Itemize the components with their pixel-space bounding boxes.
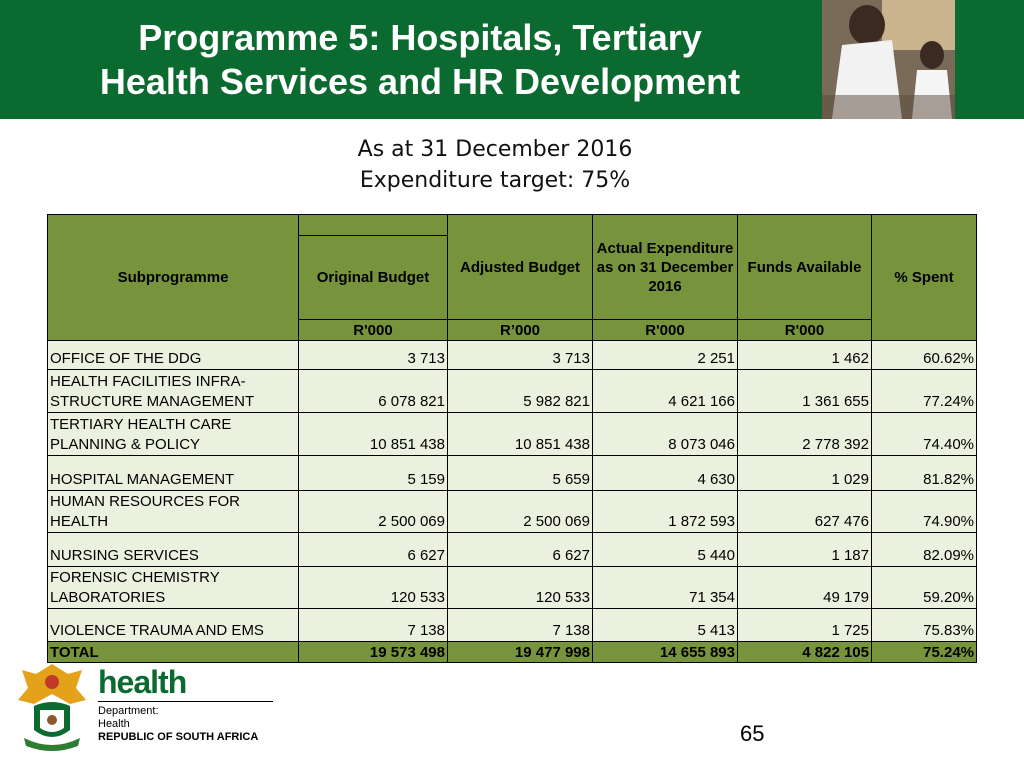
table-cell: R'000	[592, 319, 738, 341]
table-cell: OFFICE OF THE DDG	[47, 340, 299, 370]
table-row: HUMAN RESOURCES FOR HEALTH 2 500 069 2 500…	[47, 490, 977, 533]
page-number: 65	[740, 721, 765, 746]
table-row: NURSING SERVICES 6 627 6 627 5 440 1 187 82.0…	[47, 532, 977, 567]
table-row: HOSPITAL MANAGEMENT 5 159 5 659 4 630 1 029 8…	[47, 455, 977, 491]
table-cell: HEALTH FACILITIES INFRA-STRUCTURE MANAGE…	[47, 369, 299, 413]
table-cell: HOSPITAL MANAGEMENT	[47, 455, 299, 491]
table-cell: R'000	[298, 319, 448, 341]
table-cell: 1 872 593	[592, 490, 738, 533]
table-cell: 60.62%	[871, 340, 977, 370]
coat-of-arms	[18, 664, 86, 751]
header-photo	[822, 0, 955, 119]
table-cell: 7 138	[447, 608, 593, 642]
department-line: REPUBLIC OF SOUTH AFRICA	[98, 731, 259, 743]
title-line: Programme 5: Hospitals, Tertiary	[138, 17, 702, 58]
table-cell: Adjusted Budget	[447, 214, 593, 320]
table-cell: Funds Available	[737, 214, 872, 320]
table-cell: 1 361 655	[737, 369, 872, 413]
table-row: VIOLENCE TRAUMA AND EMS 7 138 7 138 5 413 1 …	[47, 608, 977, 642]
table-row: OFFICE OF THE DDG 3 713 3 713 2 251 1 462 60.…	[47, 340, 977, 370]
header-banner: Programme 5: Hospitals, Tertiary Health …	[0, 0, 1024, 119]
table-cell: 1 725	[737, 608, 872, 642]
table-cell: R'000	[737, 319, 872, 341]
table-cell: FORENSIC CHEMISTRY LABORATORIES	[47, 566, 299, 609]
table-cell: 74.90%	[871, 490, 977, 533]
table-cell: 49 179	[737, 566, 872, 609]
table-row: R'000 R’000 R'000 R'000	[48, 319, 977, 341]
table-cell: 5 440	[592, 532, 738, 567]
table-row: Original Budget	[48, 235, 977, 320]
department-line: Department:	[98, 705, 159, 717]
table-cell: 1 029	[737, 455, 872, 491]
subtitle: As at 31 December 2016	[357, 137, 633, 162]
table-cell: 2 500 069	[447, 490, 593, 533]
table-cell: % Spent	[871, 214, 977, 341]
table-cell: Subprogramme	[47, 214, 299, 341]
title-line: Health Services and HR Development	[99, 61, 741, 102]
table-cell	[298, 214, 448, 236]
brand-wordmark: health	[98, 664, 187, 700]
table-cell: 5 159	[298, 455, 448, 491]
table-cell: 75.83%	[871, 608, 977, 642]
table-cell: 4 822 105	[737, 641, 872, 663]
table-cell: TERTIARY HEALTH CARE PLANNING & POLICY	[47, 412, 299, 456]
table-cell: 8 073 046	[592, 412, 738, 456]
table-row: Subprogramme Adjusted Budget Actual Expend…	[47, 214, 977, 341]
table-cell: 4 630	[592, 455, 738, 491]
subtitle: Expenditure target: 75%	[359, 168, 631, 193]
table-cell: HUMAN RESOURCES FOR HEALTH	[47, 490, 299, 533]
table-cell: 120 533	[447, 566, 593, 609]
table-cell: 14 655 893	[592, 641, 738, 663]
table-cell: 59.20%	[871, 566, 977, 609]
table-cell: VIOLENCE TRAUMA AND EMS	[47, 608, 299, 642]
table-cell: 81.82%	[871, 455, 977, 491]
table-cell: 75.24%	[871, 641, 977, 663]
table-cell: 1 462	[737, 340, 872, 370]
table-row: TERTIARY HEALTH CARE PLANNING & POLICY 10…	[47, 412, 977, 456]
table-cell: 6 627	[447, 532, 593, 567]
budget-table: Subprogramme Adjusted Budget Actual Expend…	[47, 214, 977, 663]
table-cell: 71 354	[592, 566, 738, 609]
table-cell: 1 187	[737, 532, 872, 567]
table-cell: 77.24%	[871, 369, 977, 413]
table-cell: 120 533	[298, 566, 448, 609]
table-cell: 627 476	[737, 490, 872, 533]
table-cell: TOTAL	[47, 641, 299, 663]
table-cell: 5 982 821	[447, 369, 593, 413]
table-row: TOTAL 19 573 498 19 477 998 14 655 893 4 822…	[47, 641, 977, 663]
divider	[98, 701, 273, 702]
table-cell: R’000	[447, 319, 593, 341]
table-cell: 5 659	[447, 455, 593, 491]
table-cell: Original Budget	[298, 235, 448, 320]
table-cell: 7 138	[298, 608, 448, 642]
table-cell: 6 627	[298, 532, 448, 567]
table-cell: 5 413	[592, 608, 738, 642]
table-cell: 6 078 821	[298, 369, 448, 413]
table-cell: 3 713	[447, 340, 593, 370]
table-cell: Actual Expenditure as on 31 December 201…	[592, 214, 738, 320]
table-cell: 2 500 069	[298, 490, 448, 533]
table-cell: 82.09%	[871, 532, 977, 567]
table-row: HEALTH FACILITIES INFRA-STRUCTURE MANAGE…	[47, 369, 977, 413]
table-cell: 10 851 438	[298, 412, 448, 456]
table-cell: 3 713	[298, 340, 448, 370]
table-cell: 2 251	[592, 340, 738, 370]
table-cell: 19 477 998	[447, 641, 593, 663]
table-cell: 2 778 392	[737, 412, 872, 456]
table-cell: 10 851 438	[447, 412, 593, 456]
table-row: FORENSIC CHEMISTRY LABORATORIES 120 533 12…	[47, 566, 977, 609]
table-cell: 4 621 166	[592, 369, 738, 413]
table-cell: NURSING SERVICES	[47, 532, 299, 567]
table-cell: 74.40%	[871, 412, 977, 456]
department-line: Health	[98, 718, 130, 730]
table-cell: 19 573 498	[298, 641, 448, 663]
